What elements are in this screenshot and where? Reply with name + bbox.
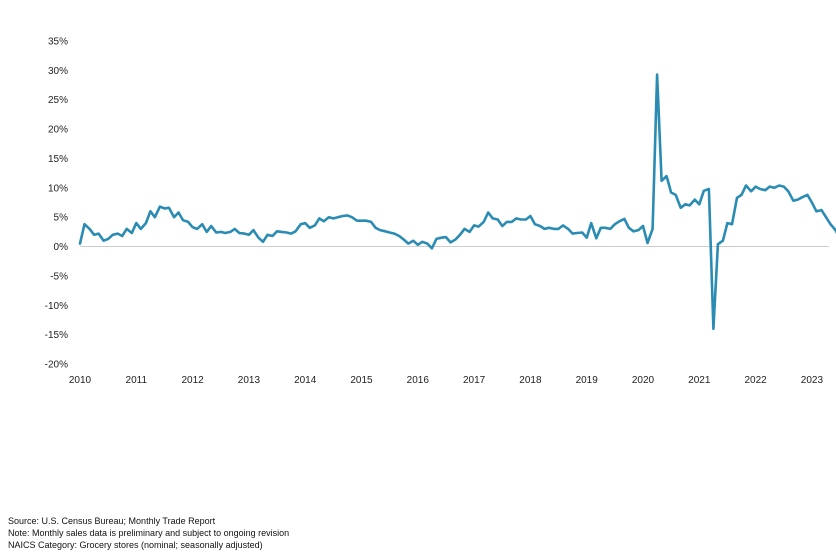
x-tick-label: 2017 xyxy=(463,375,486,386)
y-tick-label: 20% xyxy=(48,125,68,136)
x-tick-label: 2021 xyxy=(688,375,711,386)
x-tick-label: 2012 xyxy=(181,375,204,386)
y-tick-label: -20% xyxy=(45,360,68,371)
source-note: Source: U.S. Census Bureau; Monthly Trad… xyxy=(8,516,216,526)
x-tick-label: 2015 xyxy=(350,375,373,386)
x-axis-labels: 2010 2011 2012 2013 2014 2015 2016 2017 2018 2019… xyxy=(69,375,824,386)
x-tick-label: 2020 xyxy=(632,375,655,386)
line-chart: 35% 30% 25% 20% 15% 10% 5% 0% -5% -10% -15% -20% 20… xyxy=(45,37,836,386)
y-tick-label: 0% xyxy=(54,242,69,253)
category-note: NAICS Category: Grocery stores (nominal;… xyxy=(8,540,263,550)
y-tick-label: 15% xyxy=(48,154,68,165)
x-tick-label: 2014 xyxy=(294,375,317,386)
y-tick-label: -10% xyxy=(45,301,68,312)
series-line xyxy=(78,73,836,331)
x-tick-label: 2023 xyxy=(801,375,824,386)
x-tick-label: 2019 xyxy=(576,375,599,386)
y-tick-label: -5% xyxy=(50,271,68,282)
y-tick-label: 35% xyxy=(48,37,68,48)
revision-note: Note: Monthly sales data is preliminary … xyxy=(8,528,290,538)
y-tick-label: 10% xyxy=(48,183,68,194)
x-tick-label: 2018 xyxy=(519,375,542,386)
x-tick-label: 2013 xyxy=(238,375,261,386)
x-tick-label: 2016 xyxy=(407,375,430,386)
x-tick-label: 2022 xyxy=(744,375,767,386)
chart-notes: Source: U.S. Census Bureau; Monthly Trad… xyxy=(8,515,289,551)
y-tick-label: -15% xyxy=(45,330,68,341)
y-tick-label: 25% xyxy=(48,95,68,106)
y-tick-label: 5% xyxy=(54,213,69,224)
y-tick-label: 30% xyxy=(48,66,68,77)
x-tick-label: 2011 xyxy=(126,375,148,386)
x-tick-label: 2010 xyxy=(69,375,92,386)
series-group xyxy=(78,73,836,331)
y-axis-labels: 35% 30% 25% 20% 15% 10% 5% 0% -5% -10% -15% -20% xyxy=(45,37,68,371)
